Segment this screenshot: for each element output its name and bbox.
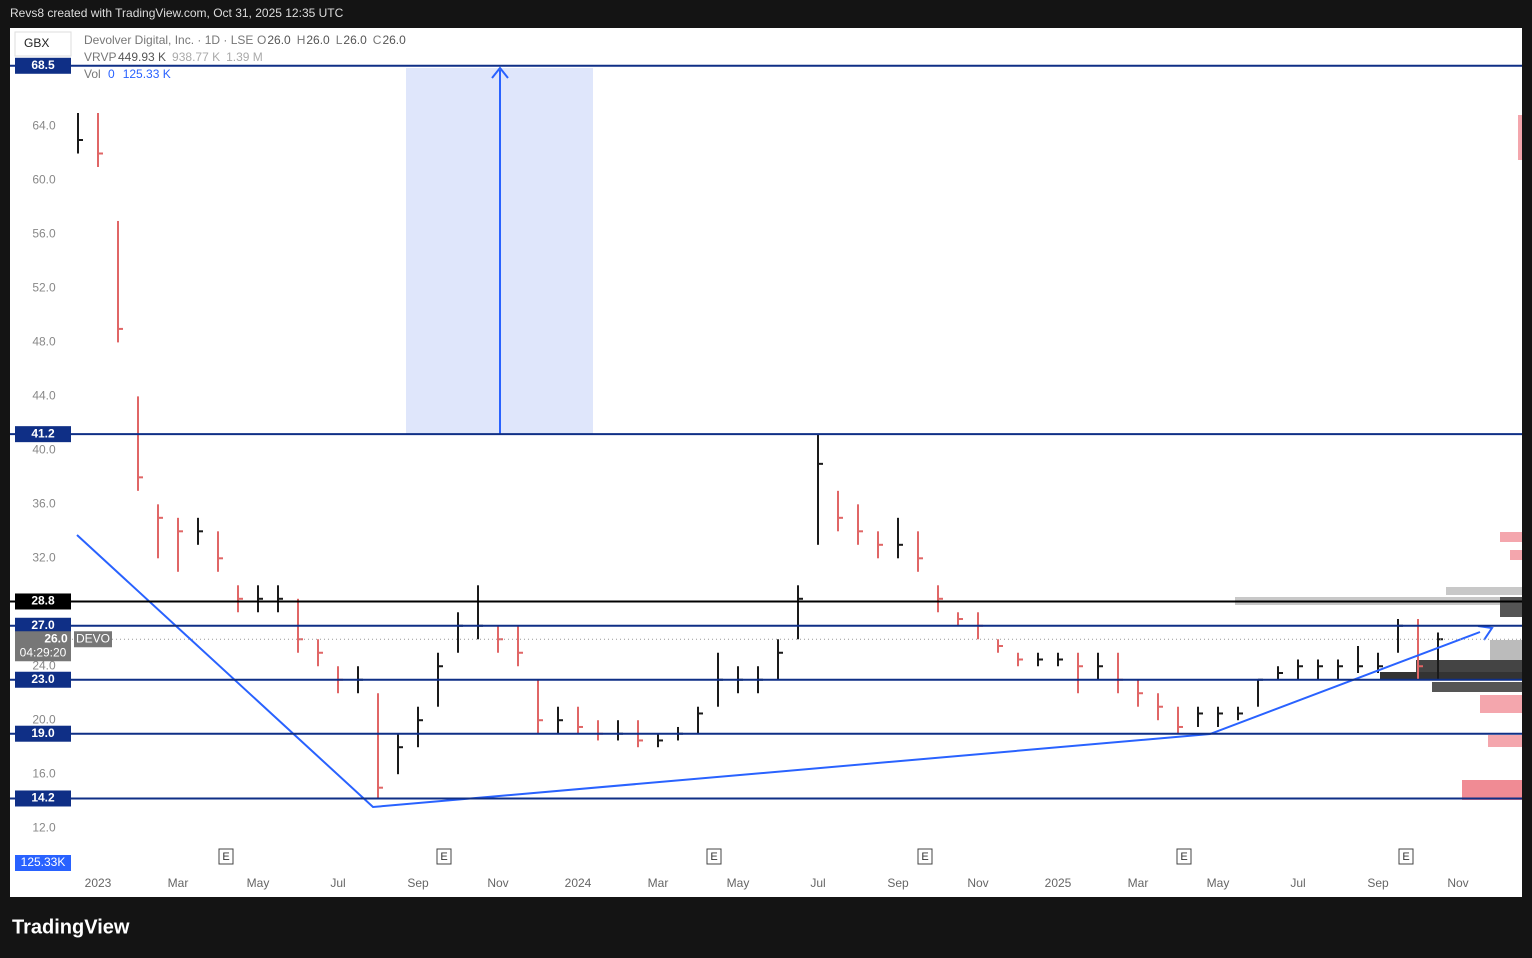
ohlc-value: 26.0	[306, 33, 330, 47]
level-label: 28.8	[31, 594, 55, 608]
level-label: 19.0	[31, 726, 55, 740]
x-tick-label: Nov	[487, 876, 508, 890]
vrvp-value: 1.39 M	[226, 50, 263, 64]
symbol-line: Devolver Digital, Inc. · 1D · LSE	[84, 33, 253, 47]
x-tick-label: Mar	[648, 876, 669, 890]
x-tick-label: Mar	[168, 876, 189, 890]
vrvp-name: VRVP	[84, 50, 116, 64]
ohlc-value: 26.0	[382, 33, 406, 47]
vol-name: Vol	[84, 67, 101, 81]
ohlc-key: O	[257, 33, 266, 47]
level-tag	[15, 593, 71, 610]
vrvp-value: 938.77 K	[172, 50, 220, 64]
x-tick-label: Sep	[1367, 876, 1389, 890]
volume-label: 125.33K	[21, 855, 66, 869]
earnings-marker: E	[222, 851, 229, 863]
y-tick-label: 40.0	[32, 443, 56, 457]
y-tick-label: 44.0	[32, 389, 56, 403]
y-tick-label: 12.0	[32, 820, 56, 834]
x-tick-label: May	[247, 876, 270, 890]
y-tick-label: 32.0	[32, 550, 56, 564]
y-tick-label: 48.0	[32, 335, 56, 349]
vol-value: 125.33 K	[123, 67, 171, 81]
currency: GBX	[24, 36, 49, 50]
x-tick-label: Nov	[1447, 876, 1468, 890]
x-tick-label: 2024	[565, 876, 592, 890]
x-tick-label: Jul	[330, 876, 345, 890]
ohlc-key: C	[373, 33, 382, 47]
y-tick-label: 16.0	[32, 766, 56, 780]
x-tick-label: 2025	[1045, 876, 1072, 890]
logo: TradingView	[12, 916, 130, 938]
y-tick-label: 64.0	[32, 119, 56, 133]
y-tick-label: 52.0	[32, 281, 56, 295]
earnings-marker: E	[1180, 851, 1187, 863]
currency-box	[14, 31, 72, 57]
y-tick-label: 60.0	[32, 173, 56, 187]
earnings-marker: E	[1402, 851, 1409, 863]
x-tick-label: 2023	[85, 876, 112, 890]
ohlc-value: 26.0	[267, 33, 291, 47]
earnings-box	[436, 848, 452, 865]
symbol-label: DEVO	[76, 631, 110, 645]
trend-line	[76, 534, 1481, 809]
level-tag	[15, 57, 71, 74]
x-tick-label: Jul	[1290, 876, 1305, 890]
credit: Revs8 created with TradingView.com, Oct …	[10, 6, 344, 20]
x-tick-label: May	[727, 876, 750, 890]
earnings-marker: E	[921, 851, 928, 863]
level-tag	[15, 725, 71, 742]
y-tick-label: 24.0	[32, 658, 56, 672]
level-tag	[15, 426, 71, 443]
level-label: 23.0	[31, 672, 55, 686]
level-label: 14.2	[31, 791, 55, 805]
level-tag	[15, 671, 71, 688]
y-tick-label: 56.0	[32, 227, 56, 241]
x-tick-label: May	[1207, 876, 1230, 890]
earnings-marker: E	[440, 851, 447, 863]
earnings-marker: E	[710, 851, 717, 863]
x-tick-label: Sep	[887, 876, 909, 890]
arrow-head	[491, 66, 509, 79]
vrvp-value: 449.93 K	[118, 50, 166, 64]
earnings-box	[1176, 848, 1192, 865]
earnings-box	[917, 848, 933, 865]
x-tick-label: Sep	[407, 876, 429, 890]
last-price-label: 26.0	[44, 631, 68, 645]
countdown: 04:29:20	[20, 645, 67, 659]
ohlc-value: 26.0	[343, 33, 367, 47]
ohlc-key: H	[297, 33, 306, 47]
vol-value: 0	[108, 67, 115, 81]
level-label: 68.5	[31, 58, 55, 72]
y-tick-label: 36.0	[32, 496, 56, 510]
ohlc-key: L	[336, 33, 343, 47]
x-tick-label: Nov	[967, 876, 988, 890]
level-label: 41.2	[31, 426, 55, 440]
last-price-tag	[15, 631, 71, 662]
earnings-box	[706, 848, 722, 865]
chart-frame	[10, 28, 1522, 897]
volume-tag	[15, 855, 71, 871]
level-tag	[15, 617, 71, 634]
symbol-tag	[74, 631, 112, 648]
y-tick-label: 20.0	[32, 712, 56, 726]
x-tick-label: Jul	[810, 876, 825, 890]
x-tick-label: Mar	[1128, 876, 1149, 890]
earnings-box	[1398, 848, 1414, 865]
level-label: 27.0	[31, 618, 55, 632]
level-tag	[15, 790, 71, 807]
earnings-box	[218, 848, 234, 865]
